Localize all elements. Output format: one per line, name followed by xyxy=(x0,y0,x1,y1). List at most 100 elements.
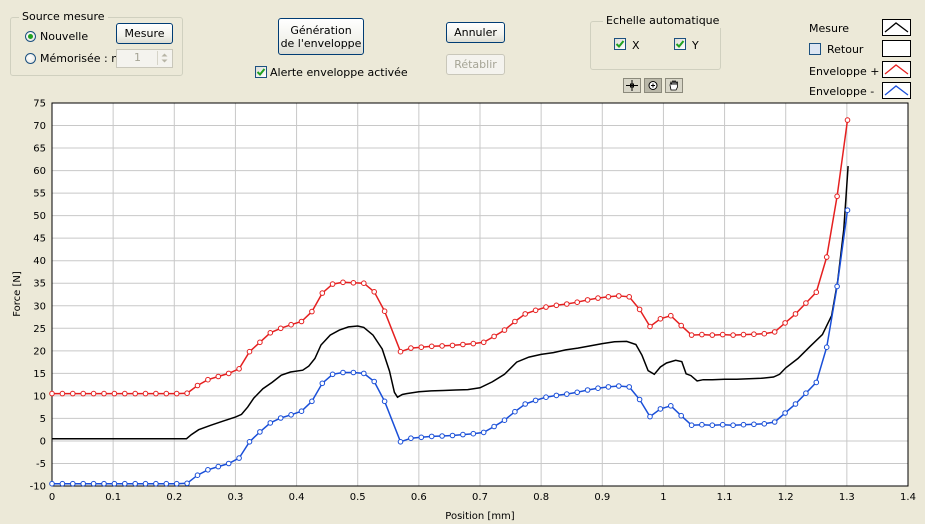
series-point-enveloppe-plus xyxy=(792,311,799,317)
series-point-enveloppe-plus xyxy=(491,333,497,340)
series-point-enveloppe-minus xyxy=(122,480,128,487)
series-point-enveloppe-plus xyxy=(668,312,674,319)
zoom-icon[interactable] xyxy=(644,78,662,93)
series-point-enveloppe-minus xyxy=(298,408,305,415)
x-tick-label: 1 xyxy=(660,492,666,503)
series-point-enveloppe-plus xyxy=(730,332,736,338)
x-tick-label: 0.4 xyxy=(289,492,305,503)
legend-retour-label[interactable]: Retour xyxy=(827,43,864,56)
series-point-enveloppe-minus xyxy=(184,480,190,487)
x-tick-label: 1.1 xyxy=(717,492,733,503)
series-point-enveloppe-minus xyxy=(397,439,404,445)
series-point-enveloppe-minus xyxy=(480,429,487,436)
series-point-enveloppe-minus xyxy=(636,396,643,403)
legend-mesure-label: Mesure xyxy=(809,22,850,35)
source-mesure-group: Source mesure xyxy=(10,10,183,76)
y-tick-label: 65 xyxy=(33,144,46,155)
spinner-arrows-icon[interactable] xyxy=(157,51,171,65)
series-point-enveloppe-plus xyxy=(49,390,55,397)
series-point-enveloppe-plus xyxy=(267,330,274,336)
series-point-enveloppe-minus xyxy=(225,460,232,467)
series-point-enveloppe-minus xyxy=(319,380,326,387)
series-point-enveloppe-plus xyxy=(709,332,716,338)
series-point-enveloppe-plus xyxy=(319,290,326,296)
series-point-enveloppe-minus xyxy=(439,433,445,439)
series-point-enveloppe-minus xyxy=(236,455,242,461)
annuler-button[interactable]: Annuler xyxy=(446,22,505,43)
autoscale-y-label[interactable]: Y xyxy=(692,39,699,52)
series-point-enveloppe-minus xyxy=(111,480,118,487)
series-point-enveloppe-plus xyxy=(277,325,284,332)
x-tick-label: 0.5 xyxy=(350,492,366,503)
radio-memorisee-label[interactable]: Mémorisée : n° xyxy=(40,52,124,65)
series-point-enveloppe-minus xyxy=(153,480,159,487)
alert-envelope-checkbox[interactable] xyxy=(255,66,267,78)
series-point-enveloppe-plus xyxy=(719,331,726,338)
series-point-enveloppe-plus xyxy=(194,382,201,389)
series-point-enveloppe-plus xyxy=(59,390,66,397)
series-point-enveloppe-plus xyxy=(678,322,685,329)
series-point-enveloppe-minus xyxy=(740,421,747,428)
memo-number-spinner[interactable]: 1 xyxy=(116,49,173,68)
y-tick-label: 20 xyxy=(33,346,46,357)
x-tick-label: 0.7 xyxy=(472,492,488,503)
series-point-enveloppe-minus xyxy=(470,430,477,437)
alert-envelope-label[interactable]: Alerte enveloppe activée xyxy=(270,66,408,79)
series-point-enveloppe-plus xyxy=(236,366,242,372)
series-point-enveloppe-plus xyxy=(470,340,477,347)
legend-retour-checkbox[interactable] xyxy=(809,43,821,55)
series-point-enveloppe-minus xyxy=(408,435,414,442)
series-point-enveloppe-plus xyxy=(688,332,695,338)
retablir-button[interactable]: Rétablir xyxy=(446,54,505,75)
series-point-enveloppe-minus xyxy=(647,413,653,420)
series-point-enveloppe-plus xyxy=(584,297,591,303)
series-point-enveloppe-minus xyxy=(803,390,809,397)
mesure-button[interactable]: Mesure xyxy=(116,23,173,44)
series-point-enveloppe-minus xyxy=(101,480,107,487)
chart-series xyxy=(49,117,851,487)
pan-hand-icon[interactable] xyxy=(665,78,683,93)
series-point-enveloppe-plus xyxy=(153,390,159,397)
series-point-enveloppe-plus xyxy=(844,117,851,123)
series-point-enveloppe-plus xyxy=(823,254,830,260)
series-point-enveloppe-minus xyxy=(501,417,508,424)
series-point-enveloppe-plus xyxy=(751,331,757,338)
radio-nouvelle-label[interactable]: Nouvelle xyxy=(40,30,89,43)
generate-envelope-button[interactable]: Génération de l'enveloppe xyxy=(278,18,364,55)
series-point-enveloppe-plus xyxy=(657,316,664,322)
series-point-enveloppe-minus xyxy=(543,394,549,401)
series-point-enveloppe-minus xyxy=(564,391,570,397)
series-point-enveloppe-minus xyxy=(688,422,695,429)
x-tick-label: 1.3 xyxy=(839,492,855,503)
memo-number-value: 1 xyxy=(134,51,141,64)
series-point-enveloppe-minus xyxy=(173,480,180,487)
checkmark-icon xyxy=(675,40,685,48)
autoscale-y-checkbox[interactable] xyxy=(674,38,686,50)
series-point-enveloppe-minus xyxy=(267,420,274,426)
series-point-enveloppe-plus xyxy=(532,307,539,314)
checkmark-icon xyxy=(256,68,266,76)
series-point-enveloppe-minus xyxy=(309,398,315,405)
series-point-enveloppe-minus xyxy=(371,378,378,385)
autoscale-x-checkbox[interactable] xyxy=(614,38,626,50)
series-point-enveloppe-minus xyxy=(605,384,612,390)
series-point-enveloppe-plus xyxy=(329,281,336,287)
y-tick-label: 5 xyxy=(40,414,46,425)
series-point-enveloppe-plus xyxy=(381,308,388,315)
series-point-enveloppe-plus xyxy=(553,302,560,309)
y-axis-ticks: -10 -5 0 5 10 15 20 25 30 35 40 45 50 55 60 65 70 75 xyxy=(30,99,46,493)
series-point-enveloppe-minus xyxy=(709,422,716,429)
series-point-enveloppe-plus xyxy=(340,279,346,286)
series-point-enveloppe-minus xyxy=(59,480,66,487)
autoscale-x-label[interactable]: X xyxy=(632,39,640,52)
series-point-enveloppe-minus xyxy=(574,389,581,396)
crosshair-cursor-icon[interactable] xyxy=(623,78,641,93)
checkmark-icon xyxy=(615,40,625,48)
series-point-enveloppe-plus xyxy=(501,327,508,333)
radio-nouvelle[interactable] xyxy=(25,31,36,42)
x-tick-label: 0.1 xyxy=(105,492,121,503)
radio-memorisee[interactable] xyxy=(25,53,36,64)
series-point-enveloppe-minus xyxy=(668,403,674,409)
series-point-enveloppe-plus xyxy=(163,390,170,397)
